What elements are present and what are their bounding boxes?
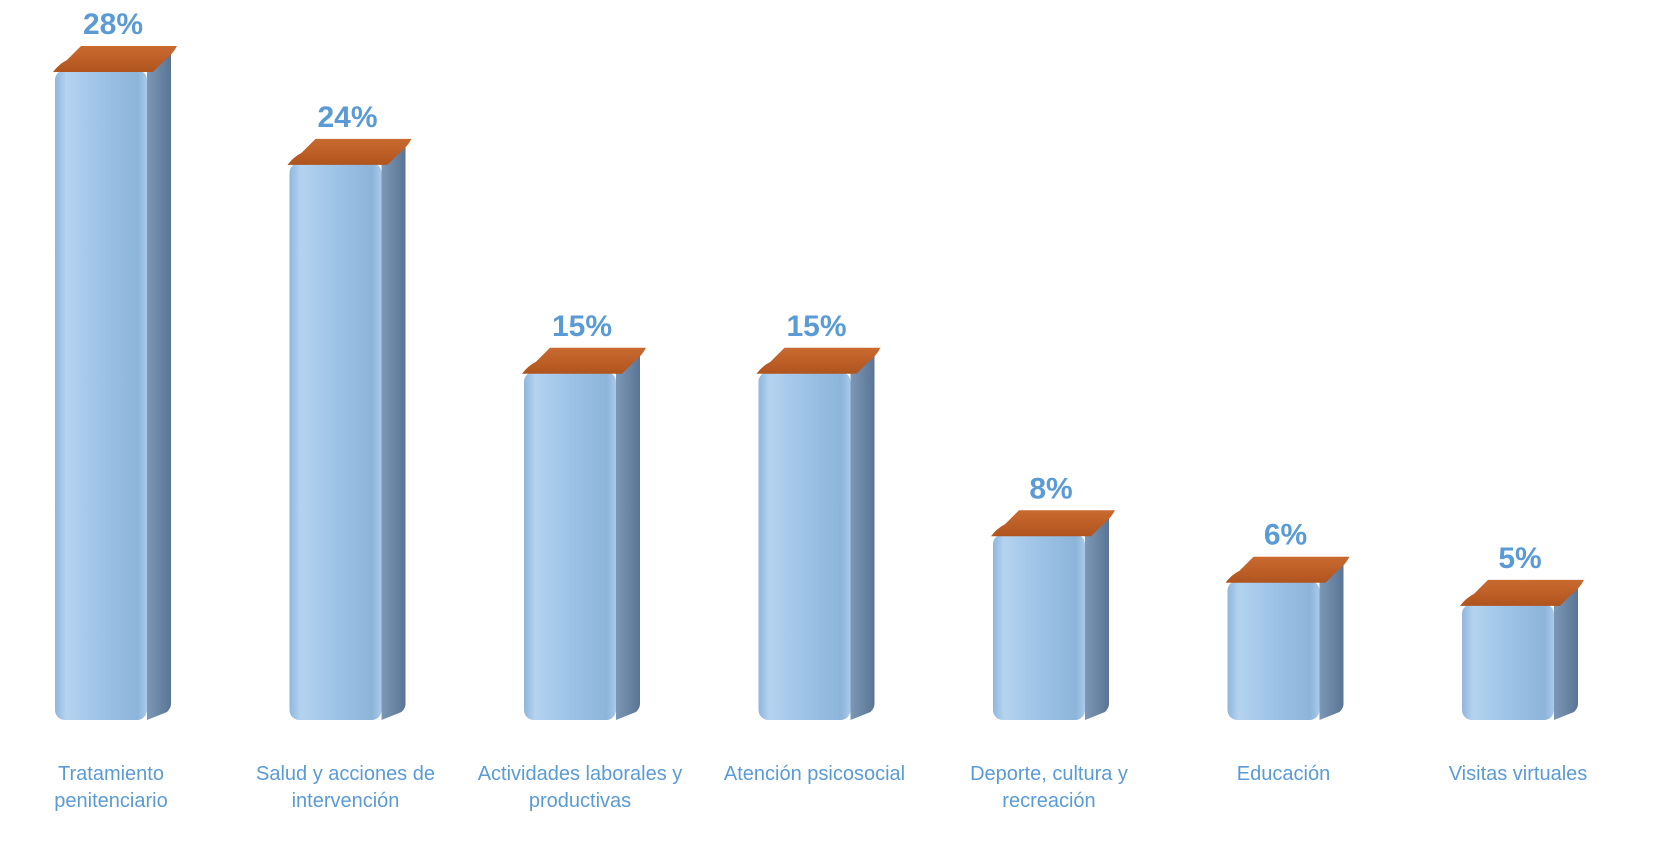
- data-label: 8%: [1029, 472, 1072, 505]
- tick-label: Tratamiento penitenciario: [54, 763, 167, 812]
- bar-side: [1319, 558, 1344, 720]
- tick-label: Actividades laborales y productivas: [478, 763, 683, 812]
- bar: [1225, 556, 1350, 720]
- tick-label: Deporte, cultura y recreación: [970, 763, 1128, 812]
- bar-top: [991, 510, 1115, 537]
- data-label: 15%: [786, 310, 846, 343]
- bar-front: [993, 534, 1085, 720]
- bar-side: [147, 48, 171, 720]
- bar: [522, 347, 646, 720]
- bar: [287, 138, 412, 720]
- bar-top: [1460, 579, 1584, 606]
- data-label: 28%: [83, 8, 143, 41]
- bar-top: [53, 46, 177, 72]
- bar-top: [522, 347, 646, 374]
- bar-top: [756, 347, 881, 374]
- bar-front: [758, 371, 851, 720]
- bar-front: [1227, 580, 1320, 720]
- bar-front: [55, 70, 147, 720]
- bar-side: [616, 349, 640, 720]
- data-label: 24%: [317, 101, 377, 134]
- bar: [756, 347, 881, 720]
- bar-top: [1225, 556, 1350, 583]
- bar: [53, 46, 177, 720]
- bar-side: [1085, 512, 1109, 720]
- tick-label: Atención psicosocial: [724, 763, 905, 785]
- tick-label: Educación: [1237, 763, 1330, 785]
- bar-side: [1554, 581, 1578, 720]
- tick-label: Visitas virtuales: [1449, 763, 1588, 785]
- bar-front: [524, 371, 616, 720]
- data-label: 5%: [1498, 542, 1541, 575]
- bar-front: [289, 162, 382, 720]
- bar: [1460, 579, 1584, 720]
- data-label: 15%: [552, 310, 612, 343]
- bar-side: [850, 349, 875, 720]
- data-label: 6%: [1264, 519, 1307, 552]
- bar: [991, 510, 1115, 720]
- bar-top: [287, 138, 412, 165]
- bar-side: [381, 140, 406, 720]
- tick-label: Salud y acciones de intervención: [256, 763, 435, 812]
- bar-front: [1462, 603, 1554, 720]
